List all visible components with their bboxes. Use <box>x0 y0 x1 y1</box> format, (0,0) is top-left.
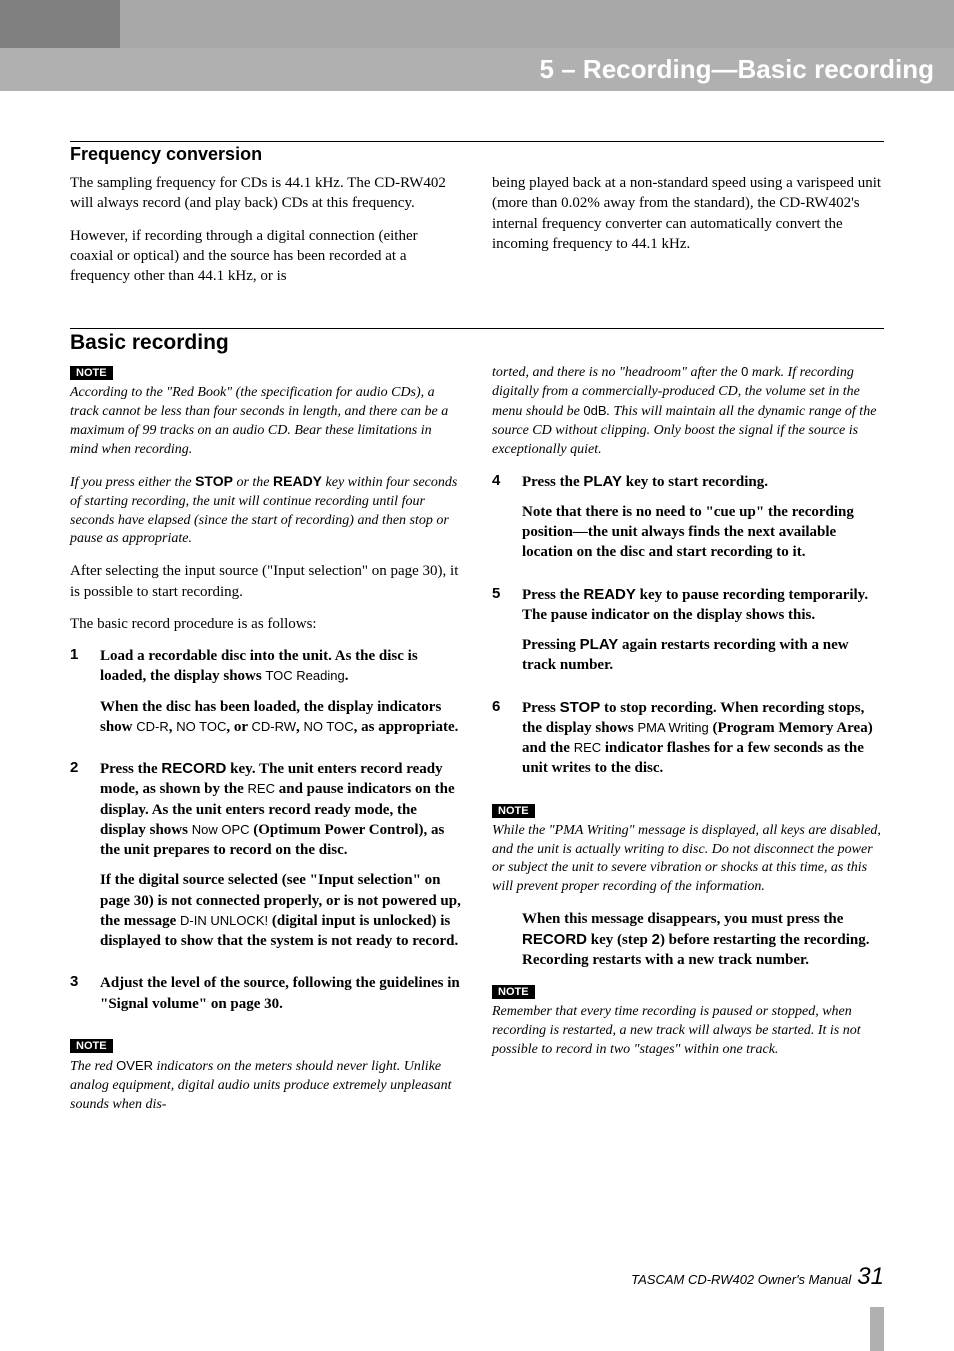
step4-body: Press the PLAY key to start recording. N… <box>522 472 884 573</box>
section-heading-basic: Basic recording <box>70 331 884 355</box>
s1t2b: CD-R <box>136 719 169 734</box>
note2-mid: or the <box>233 475 273 490</box>
note3-over: OVER <box>116 1058 153 1073</box>
s6t1d: PMA Writing <box>637 720 708 735</box>
note4: While the "PMA Writing" message is displ… <box>492 822 884 898</box>
nc-pre: torted, and there is no "headroom" after… <box>492 365 741 380</box>
s1t1b: TOC Reading <box>265 668 344 683</box>
s1t2g: , <box>296 719 304 735</box>
basic-p1: After selecting the input source ("Input… <box>70 561 462 602</box>
note2: If you press either the STOP or the READ… <box>70 472 462 550</box>
post-note-block: When this message disappears, you must p… <box>522 909 884 970</box>
s6t1f: REC <box>574 740 601 755</box>
step3: 3 Adjust the level of the source, follow… <box>70 973 462 1024</box>
note-cont: torted, and there is no "headroom" after… <box>492 363 884 459</box>
s1t1a: Load a recordable disc into the unit. As… <box>100 648 418 684</box>
step5: 5 Press the READY key to pause recording… <box>492 585 884 686</box>
s5t1b: READY <box>583 586 636 603</box>
freq-columns: The sampling frequency for CDs is 44.1 k… <box>70 173 884 298</box>
note2-stop: STOP <box>195 473 233 489</box>
s1t2h: NO TOC <box>304 719 354 734</box>
header-rest <box>120 0 954 48</box>
post-step: 2 <box>652 931 660 948</box>
note5: Remember that every time recording is pa… <box>492 1003 884 1060</box>
s4t2: Note that there is no need to "cue up" t… <box>522 502 884 563</box>
freq-p2: However, if recording through a digital … <box>70 226 462 287</box>
freq-col2: being played back at a non-standard spee… <box>492 173 884 298</box>
post-rec: RECORD <box>522 931 587 948</box>
s6t1a: Press <box>522 700 560 716</box>
step1-num: 1 <box>70 646 84 747</box>
basic-p2: The basic record procedure is as follows… <box>70 614 462 634</box>
s4t1a: Press the <box>522 474 583 490</box>
s1t1c: . <box>345 668 349 684</box>
basic-col2: torted, and there is no "headroom" after… <box>492 363 884 1126</box>
s1t2f: CD-RW <box>252 719 297 734</box>
note-label: NOTE <box>492 804 535 818</box>
step6-num: 6 <box>492 698 506 789</box>
step6-body: Press STOP to stop recording. When recor… <box>522 698 884 789</box>
step4-num: 4 <box>492 472 506 573</box>
page-content: Frequency conversion The sampling freque… <box>0 91 954 1127</box>
step2: 2 Press the RECORD key. The unit enters … <box>70 759 462 961</box>
step4: 4 Press the PLAY key to start recording.… <box>492 472 884 573</box>
step6: 6 Press STOP to stop recording. When rec… <box>492 698 884 789</box>
section-rule <box>70 141 884 142</box>
footer-page: 31 <box>857 1263 884 1291</box>
s2t1f: Now OPC <box>192 822 250 837</box>
step2-body: Press the RECORD key. The unit enters re… <box>100 759 462 961</box>
s5t2b: PLAY <box>580 636 619 653</box>
post-mid: key (step <box>587 932 652 948</box>
header-bar <box>0 0 954 48</box>
s6t1b: STOP <box>560 699 601 716</box>
note-label: NOTE <box>492 985 535 999</box>
note2-ready: READY <box>273 473 322 489</box>
step1: 1 Load a recordable disc into the unit. … <box>70 646 462 747</box>
post-pre: When this message disappears, you must p… <box>522 911 843 927</box>
step1-body: Load a recordable disc into the unit. As… <box>100 646 462 747</box>
step5-num: 5 <box>492 585 506 686</box>
freq-p1: The sampling frequency for CDs is 44.1 k… <box>70 173 462 214</box>
s4t1c: key to start recording. <box>622 474 768 490</box>
note3: The red OVER indicators on the meters sh… <box>70 1057 462 1115</box>
freq-col1: The sampling frequency for CDs is 44.1 k… <box>70 173 462 298</box>
chapter-title: 5 – Recording—Basic recording <box>540 54 934 84</box>
section-rule <box>70 328 884 329</box>
s5t1a: Press the <box>522 587 583 603</box>
basic-columns: NOTE According to the "Red Book" (the sp… <box>70 363 884 1126</box>
note-label: NOTE <box>70 366 113 380</box>
footer-tab <box>870 1307 884 1351</box>
s2t1a: Press the <box>100 761 161 777</box>
s1t2d: NO TOC <box>176 719 226 734</box>
header-tab <box>0 0 120 48</box>
step3-body: Adjust the level of the source, followin… <box>100 973 462 1024</box>
note2-pre: If you press either the <box>70 475 195 490</box>
step2-num: 2 <box>70 759 84 961</box>
note3-pre: The red <box>70 1059 116 1074</box>
step3-num: 3 <box>70 973 84 1024</box>
s2t1b: RECORD <box>161 760 226 777</box>
section-heading-frequency: Frequency conversion <box>70 144 884 165</box>
s2t2b: D-IN UNLOCK! <box>180 913 268 928</box>
footer-text: TASCAM CD-RW402 Owner's Manual <box>631 1272 851 1287</box>
step5-body: Press the READY key to pause recording t… <box>522 585 884 686</box>
s1t2e: , or <box>226 719 251 735</box>
s5t2a: Pressing <box>522 637 580 653</box>
note1: According to the "Red Book" (the specifi… <box>70 384 462 460</box>
s1t2i: , as appropriate. <box>354 719 459 735</box>
s4t1b: PLAY <box>583 473 622 490</box>
note-label: NOTE <box>70 1039 113 1053</box>
basic-col1: NOTE According to the "Red Book" (the sp… <box>70 363 462 1126</box>
chapter-title-band: 5 – Recording—Basic recording <box>0 48 954 91</box>
nc-0db: 0dB <box>583 403 606 418</box>
s3t1: Adjust the level of the source, followin… <box>100 973 462 1014</box>
freq-p3: being played back at a non-standard spee… <box>492 173 884 254</box>
s2t1d: REC <box>248 781 275 796</box>
page-footer: TASCAM CD-RW402 Owner's Manual 31 <box>631 1263 884 1291</box>
